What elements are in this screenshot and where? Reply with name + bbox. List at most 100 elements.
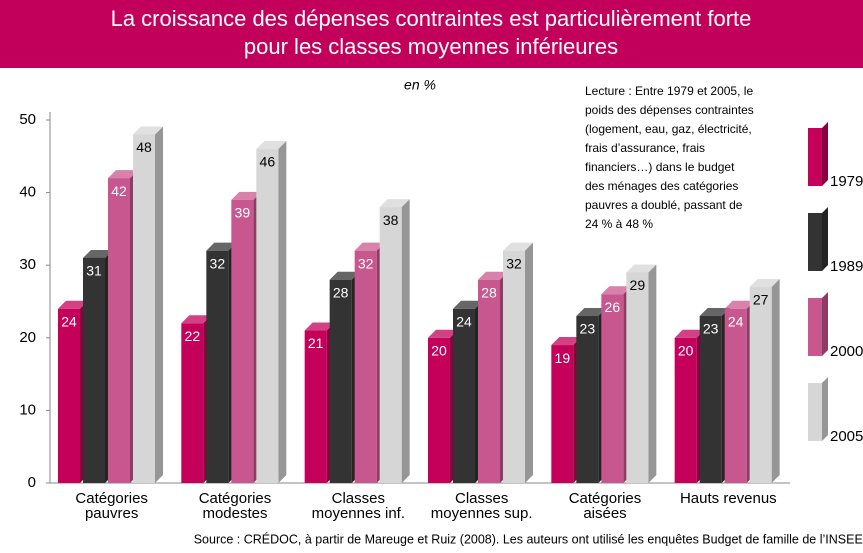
bar bbox=[379, 199, 410, 483]
legend-swatch bbox=[808, 377, 828, 441]
legend-swatch-side bbox=[822, 122, 828, 186]
annotation: financiers…) dans le budget bbox=[585, 160, 735, 174]
bar-front bbox=[206, 250, 229, 483]
bar-front bbox=[749, 286, 772, 483]
bar-top bbox=[354, 242, 385, 251]
legend-label: 2000 bbox=[830, 343, 863, 360]
bar bbox=[749, 278, 780, 483]
value-label: 21 bbox=[308, 335, 324, 351]
bar-top bbox=[108, 170, 138, 179]
bar bbox=[503, 242, 533, 483]
bar-side bbox=[155, 126, 163, 484]
value-label: 28 bbox=[333, 284, 349, 300]
x-tick-label-line: modestes bbox=[202, 505, 267, 522]
bar-front bbox=[354, 250, 377, 483]
x-tick-label-line: Catégories bbox=[569, 490, 642, 507]
bar-top bbox=[674, 329, 705, 338]
bar-front bbox=[133, 134, 155, 483]
annotation: des ménages des catégories bbox=[585, 179, 738, 193]
legend-swatch-front bbox=[808, 213, 822, 271]
bar-top bbox=[379, 199, 410, 208]
value-label: 20 bbox=[431, 343, 447, 359]
bar bbox=[133, 126, 163, 484]
bar-front bbox=[453, 308, 475, 483]
value-label: 48 bbox=[136, 139, 152, 155]
bar-front bbox=[724, 308, 747, 483]
bar-front bbox=[108, 178, 130, 483]
y-tick-label: 20 bbox=[19, 329, 36, 346]
legend-swatch bbox=[808, 122, 828, 186]
bar-top bbox=[58, 300, 88, 309]
bar-top bbox=[304, 322, 335, 331]
legend-swatch-side bbox=[822, 207, 828, 271]
value-label: 31 bbox=[86, 263, 102, 279]
bar bbox=[256, 141, 287, 484]
x-tick-label-line: Catégories bbox=[199, 490, 272, 507]
bar-top bbox=[601, 286, 632, 295]
bar-front bbox=[503, 250, 525, 483]
annotation: Lecture : Entre 1979 et 2005, le bbox=[585, 84, 753, 98]
value-label: 22 bbox=[185, 328, 201, 344]
bar-top bbox=[749, 278, 780, 287]
x-tick-label-line: Catégories bbox=[75, 490, 148, 507]
bar-top bbox=[576, 308, 607, 317]
bar-front bbox=[329, 279, 352, 483]
y-tick-label: 50 bbox=[19, 111, 36, 128]
legend-swatch-side bbox=[822, 377, 828, 441]
value-label: 32 bbox=[506, 255, 522, 271]
legend-swatch-front bbox=[808, 128, 822, 186]
bar-side bbox=[278, 141, 287, 484]
value-label: 19 bbox=[555, 350, 571, 366]
bar-front bbox=[674, 337, 697, 483]
legend-label: 1989 bbox=[830, 258, 863, 275]
value-label: 24 bbox=[61, 313, 77, 329]
bar-top bbox=[699, 308, 730, 317]
bar-top bbox=[551, 337, 582, 346]
x-tick-label-line: aisées bbox=[583, 505, 626, 522]
x-tick-label: Hauts revenus bbox=[680, 490, 777, 507]
unit-label: en % bbox=[404, 77, 436, 93]
bar-front bbox=[699, 316, 722, 483]
bar-top bbox=[428, 329, 458, 338]
value-label: 32 bbox=[210, 255, 226, 271]
bar-top bbox=[133, 126, 163, 135]
value-label: 23 bbox=[580, 321, 596, 337]
bar-top bbox=[503, 242, 533, 251]
value-label: 20 bbox=[678, 343, 694, 359]
x-tick-label-line: Hauts revenus bbox=[680, 490, 777, 507]
bar-top bbox=[626, 264, 657, 273]
chart-title: pour les classes moyennes inférieures bbox=[244, 34, 618, 59]
x-tick-label: Catégories pauvres bbox=[75, 490, 148, 522]
legend-swatch bbox=[808, 292, 828, 356]
bar-side bbox=[401, 199, 410, 483]
x-tick-label-line: moyennes inf. bbox=[312, 505, 405, 522]
bar-top bbox=[206, 242, 237, 251]
value-label: 27 bbox=[753, 292, 769, 308]
bar-top bbox=[181, 315, 212, 324]
x-tick-label: Classes moyennes sup. bbox=[431, 490, 533, 522]
legend-swatch-side bbox=[822, 292, 828, 356]
bar-front bbox=[58, 308, 80, 483]
annotation: pauvres a doublé, passant de bbox=[585, 198, 743, 212]
value-label: 42 bbox=[111, 183, 127, 199]
value-label: 32 bbox=[358, 255, 374, 271]
value-label: 28 bbox=[481, 284, 497, 300]
bar-side bbox=[648, 264, 657, 483]
title-band bbox=[0, 0, 863, 68]
legend-swatch-front bbox=[808, 298, 822, 356]
bar-front bbox=[231, 199, 254, 484]
value-label: 46 bbox=[260, 154, 276, 170]
x-tick-label: Catégories modestes bbox=[199, 490, 272, 522]
bar-top bbox=[453, 300, 483, 309]
bar-front bbox=[379, 207, 402, 483]
bar-top bbox=[478, 271, 508, 280]
annotation: poids des dépenses contraintes bbox=[585, 103, 754, 117]
x-tick-label-line: Classes bbox=[455, 490, 508, 507]
y-tick-label: 30 bbox=[19, 256, 36, 273]
bar-front bbox=[83, 257, 105, 483]
value-label: 39 bbox=[235, 205, 251, 221]
bar-top bbox=[256, 141, 287, 150]
x-tick-label: Classes moyennes inf. bbox=[312, 490, 405, 522]
value-label: 24 bbox=[728, 313, 744, 329]
